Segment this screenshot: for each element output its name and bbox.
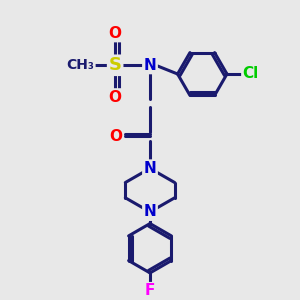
- Text: S: S: [109, 56, 122, 74]
- Text: O: O: [109, 26, 122, 41]
- Text: Cl: Cl: [243, 67, 259, 82]
- Text: N: N: [144, 58, 156, 73]
- Text: N: N: [144, 204, 156, 219]
- Text: CH₃: CH₃: [66, 58, 94, 72]
- Text: N: N: [144, 161, 156, 176]
- Text: O: O: [109, 90, 122, 105]
- Text: F: F: [145, 284, 155, 298]
- Text: O: O: [110, 129, 122, 144]
